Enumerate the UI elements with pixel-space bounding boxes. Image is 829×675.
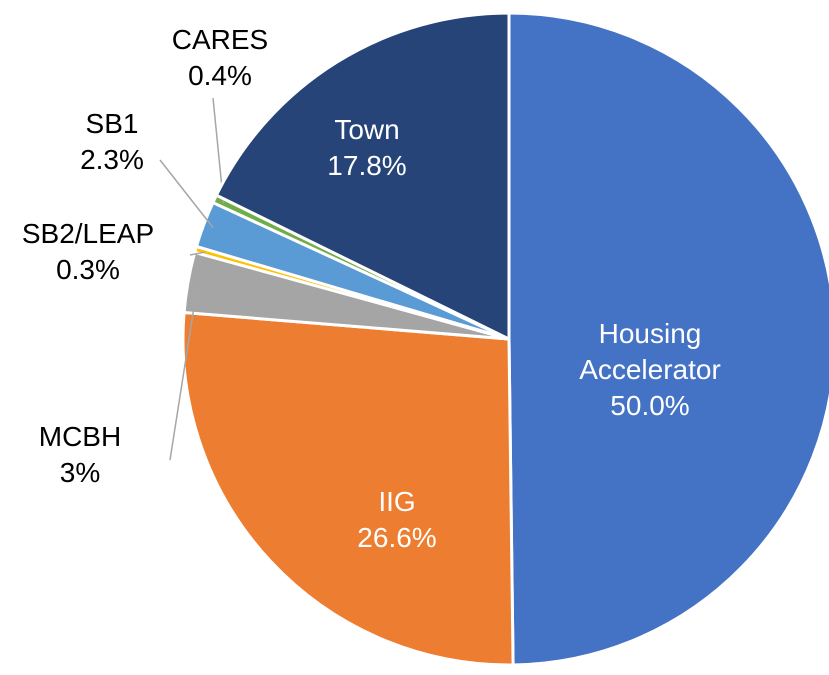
category-label: MCBH [38, 421, 122, 452]
value-label: 26.6% [357, 522, 437, 553]
category-label: Housing Accelerator [579, 318, 721, 385]
leader-line [189, 251, 206, 256]
value-label: 2.3% [80, 144, 144, 175]
value-label: 3% [59, 457, 101, 488]
value-label: 0.4% [188, 60, 252, 91]
pie-slice [507, 11, 829, 667]
value-label: 50.0% [610, 390, 690, 421]
category-label: Town [334, 114, 400, 145]
category-label: SB1 [85, 108, 139, 139]
value-label: 17.8% [327, 150, 407, 181]
data-label: CARES 0.4% [160, 22, 280, 94]
category-label: CARES [171, 24, 269, 55]
data-label: Town 17.8% [292, 112, 442, 184]
value-label: 0.3% [56, 254, 120, 285]
data-label: Housing Accelerator 50.0% [550, 316, 750, 424]
leader-line [159, 159, 214, 229]
pie-slice [214, 11, 511, 342]
data-label: SB2/LEAP 0.3% [8, 216, 168, 288]
pie-slice [181, 310, 515, 667]
category-label: SB2/LEAP [21, 218, 155, 249]
category-label: IIG [378, 486, 416, 517]
data-label: IIG 26.6% [322, 484, 472, 556]
data-label: SB1 2.3% [62, 106, 162, 178]
data-label: MCBH 3% [20, 419, 140, 491]
leader-line [169, 283, 199, 461]
